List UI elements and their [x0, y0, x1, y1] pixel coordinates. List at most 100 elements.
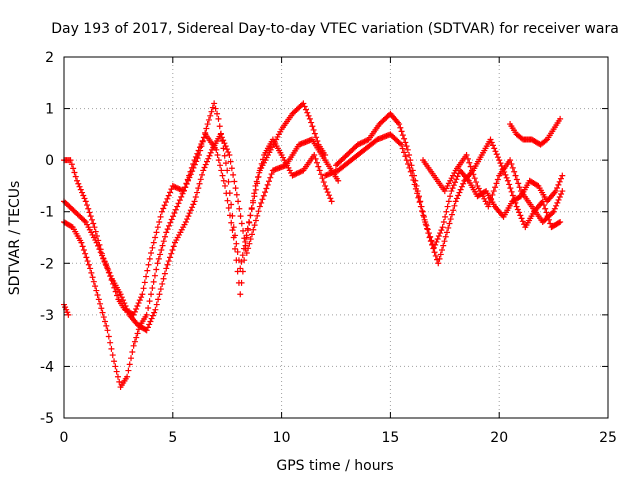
data-point [464, 155, 471, 162]
data-point [237, 265, 244, 272]
y-tick-label: -5 [40, 411, 54, 427]
data-point [91, 224, 98, 231]
data-point [190, 201, 197, 208]
data-series [507, 115, 564, 148]
data-point [406, 151, 413, 158]
data-point [229, 212, 236, 219]
data-point [254, 212, 261, 219]
data-point [98, 305, 105, 312]
data-point [191, 161, 198, 168]
data-point [493, 180, 500, 187]
data-point [199, 138, 206, 145]
data-point [160, 205, 167, 212]
data-point [414, 190, 421, 197]
data-point [496, 157, 503, 164]
data-point [194, 189, 201, 196]
data-point [84, 258, 91, 265]
data-point [296, 169, 303, 176]
data-point [315, 163, 322, 170]
data-point [324, 189, 331, 196]
data-point [431, 249, 438, 256]
data-point [202, 161, 209, 168]
data-point [174, 203, 181, 210]
data-point [216, 123, 223, 130]
data-point [226, 190, 233, 197]
data-point [516, 209, 523, 216]
data-point [171, 183, 178, 190]
data-point [133, 305, 140, 312]
data-point [326, 192, 333, 199]
data-point [503, 174, 510, 181]
data-point [294, 170, 301, 177]
data-point [440, 219, 447, 226]
data-point [543, 209, 550, 216]
data-point [81, 217, 88, 224]
data-point [86, 209, 93, 216]
data-point [457, 186, 464, 193]
data-point [150, 239, 157, 246]
data-point [191, 198, 198, 205]
data-point [335, 177, 342, 184]
data-point [203, 158, 210, 165]
data-point [202, 129, 209, 136]
data-point [471, 175, 478, 182]
data-point [116, 378, 123, 385]
data-point [327, 195, 334, 202]
data-point [427, 233, 434, 240]
data-point [229, 227, 236, 234]
data-point [178, 193, 185, 200]
data-point [218, 134, 225, 141]
data-point [361, 138, 368, 145]
data-point [542, 205, 549, 212]
data-point [262, 189, 269, 196]
data-point [153, 301, 160, 308]
data-point [183, 180, 190, 187]
data-point [186, 174, 193, 181]
data-point [107, 272, 114, 279]
data-point [81, 195, 88, 202]
data-point [448, 188, 455, 195]
y-tick-label: -2 [40, 256, 54, 272]
data-point [469, 167, 475, 174]
data-point [494, 176, 501, 183]
tick-layer: 0 5 10 15 20 25 -5 -4 -3 -2 -1 0 1 2 [40, 50, 617, 446]
data-point [207, 112, 214, 119]
data-point [224, 167, 231, 174]
data-point [129, 348, 136, 355]
x-tick-label: 0 [60, 430, 69, 446]
data-point [146, 298, 153, 305]
data-point [107, 339, 114, 346]
data-point [432, 252, 439, 259]
data-point [172, 206, 179, 213]
data-point [511, 168, 518, 175]
data-point [513, 176, 520, 183]
data-point [444, 203, 451, 210]
data-point [362, 137, 369, 144]
data-point [154, 224, 161, 231]
data-point [401, 135, 408, 142]
data-point [252, 217, 259, 224]
data-point [124, 373, 131, 380]
data-point [93, 287, 100, 294]
data-point [185, 213, 192, 220]
data-point [409, 172, 416, 179]
y-tick-label: 2 [45, 50, 54, 66]
data-point [553, 202, 560, 209]
data-point [164, 226, 171, 233]
data-point [263, 185, 270, 192]
data-point [95, 296, 102, 303]
data-point [176, 197, 183, 204]
data-point [416, 199, 423, 206]
data-point [412, 185, 419, 192]
data-point [160, 275, 167, 282]
data-point [233, 240, 240, 247]
data-point [126, 361, 133, 368]
data-point [460, 180, 467, 187]
data-point [159, 242, 166, 249]
data-point [224, 197, 231, 204]
data-point [217, 162, 224, 169]
x-tick-label: 15 [381, 430, 399, 446]
data-point [246, 240, 253, 247]
data-point [248, 206, 255, 213]
data-point [219, 172, 226, 179]
